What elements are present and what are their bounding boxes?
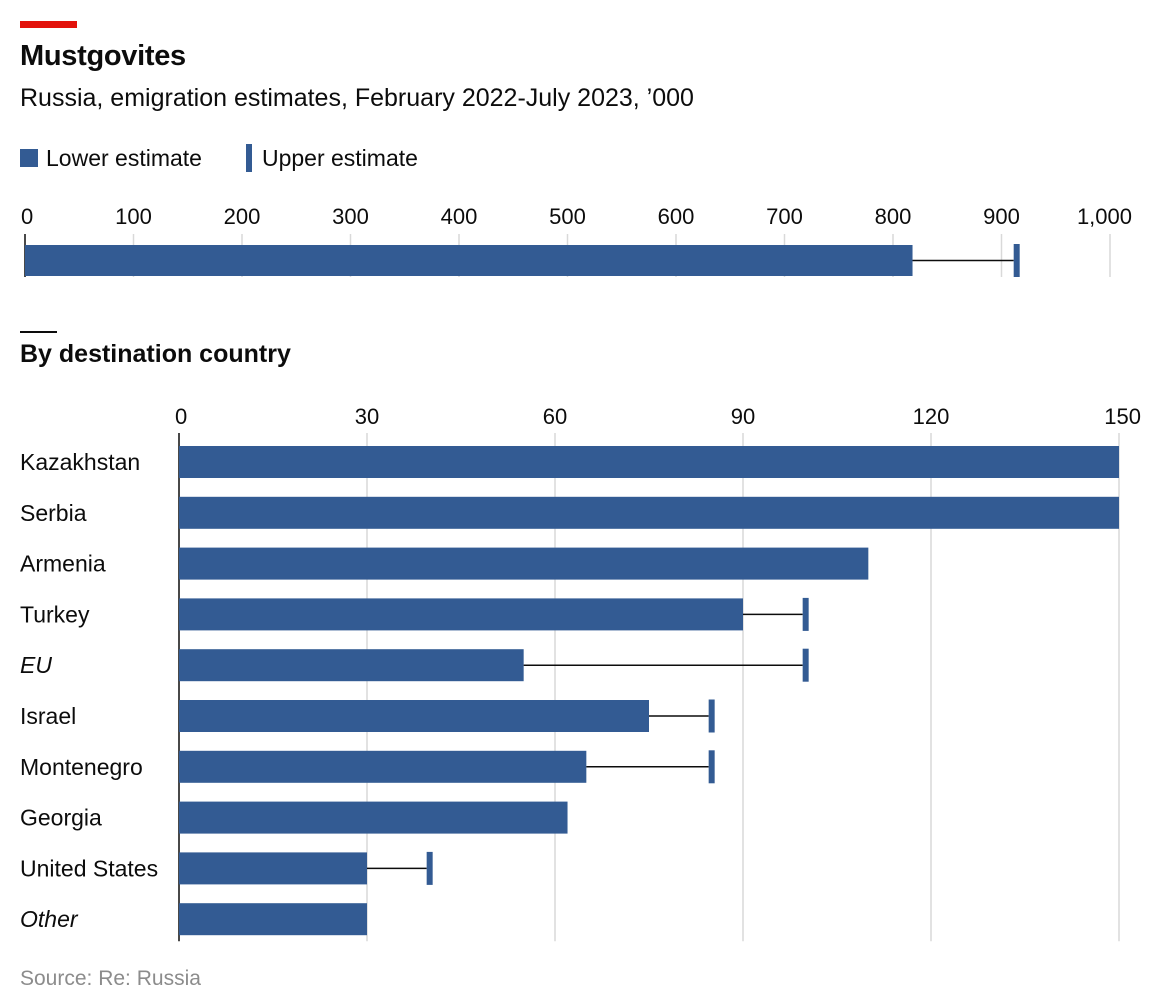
total-tick-label: 100 [115, 204, 152, 229]
country-bar-lower [179, 801, 568, 834]
country-category-label: Georgia [20, 805, 102, 831]
legend-label-upper: Upper estimate [261, 144, 418, 171]
legend-item-lower: Lower estimate [20, 145, 202, 172]
legend-label-lower: Lower estimate [46, 144, 202, 171]
destination-country-chart: 0 30 60 90 120 150 Kazakhstan Serbia Armenia Turk… [20, 404, 1141, 942]
chart-subtitle: Russia, emigration estimates, February 2… [20, 84, 694, 112]
country-category-label: Armenia [20, 551, 106, 577]
total-tick-label: 200 [224, 204, 261, 229]
accent-bar [20, 21, 77, 28]
country-tick-label: 90 [731, 404, 755, 429]
legend: Lower estimate Upper estimate [20, 142, 462, 174]
country-bar-lower [179, 649, 524, 682]
total-tick-label: 700 [766, 204, 803, 229]
country-category-label: United States [20, 855, 158, 881]
country-upper-marker [426, 851, 433, 885]
country-bar-lower [179, 750, 587, 783]
country-category-label: Montenegro [20, 754, 143, 780]
legend-swatch-lower [20, 149, 38, 167]
country-upper-marker [708, 750, 715, 784]
country-tick-label: 120 [913, 404, 950, 429]
total-bar-lower [25, 245, 913, 276]
country-upper-marker [802, 648, 809, 682]
total-upper-marker [1013, 244, 1020, 277]
chart-title: Mustgovites [20, 40, 186, 72]
total-tick-label: 600 [658, 204, 695, 229]
country-bar-lower [179, 903, 367, 936]
country-category-label: Israel [20, 703, 76, 729]
total-tick-label: 900 [983, 204, 1020, 229]
country-tick-label: 30 [355, 404, 379, 429]
country-category-label: EU [20, 652, 52, 678]
country-bar-lower [179, 598, 743, 631]
legend-item-upper: Upper estimate [245, 144, 418, 172]
country-tick-label: 0 [175, 404, 187, 429]
total-tick-label: 800 [875, 204, 912, 229]
total-tick-label: 0 [21, 204, 33, 229]
total-emigration-chart: 0 100 200 300 400 500 600 700 800 900 1,000 [21, 204, 1132, 277]
country-bar-lower [179, 446, 1119, 478]
country-bar-lower [179, 496, 1119, 529]
country-bar-lower [179, 852, 367, 885]
total-tick-label: 300 [332, 204, 369, 229]
source-note: Source: Re: Russia [20, 967, 201, 990]
country-bar-lower [179, 547, 869, 580]
country-tick-label: 60 [543, 404, 567, 429]
country-tick-label: 150 [1104, 404, 1141, 429]
legend-swatch-upper [245, 144, 252, 172]
country-category-label: Turkey [20, 601, 90, 627]
total-tick-label: 400 [441, 204, 478, 229]
country-upper-marker [802, 597, 809, 631]
country-bar-lower [179, 700, 649, 732]
country-category-label: Other [20, 906, 79, 932]
section-title: By destination country [20, 340, 291, 368]
country-upper-marker [708, 699, 715, 733]
country-category-label: Serbia [20, 500, 87, 526]
total-tick-label: 1,000 [1077, 204, 1132, 229]
section-rule [20, 331, 57, 333]
country-category-label: Kazakhstan [20, 449, 140, 475]
total-tick-label: 500 [549, 204, 586, 229]
